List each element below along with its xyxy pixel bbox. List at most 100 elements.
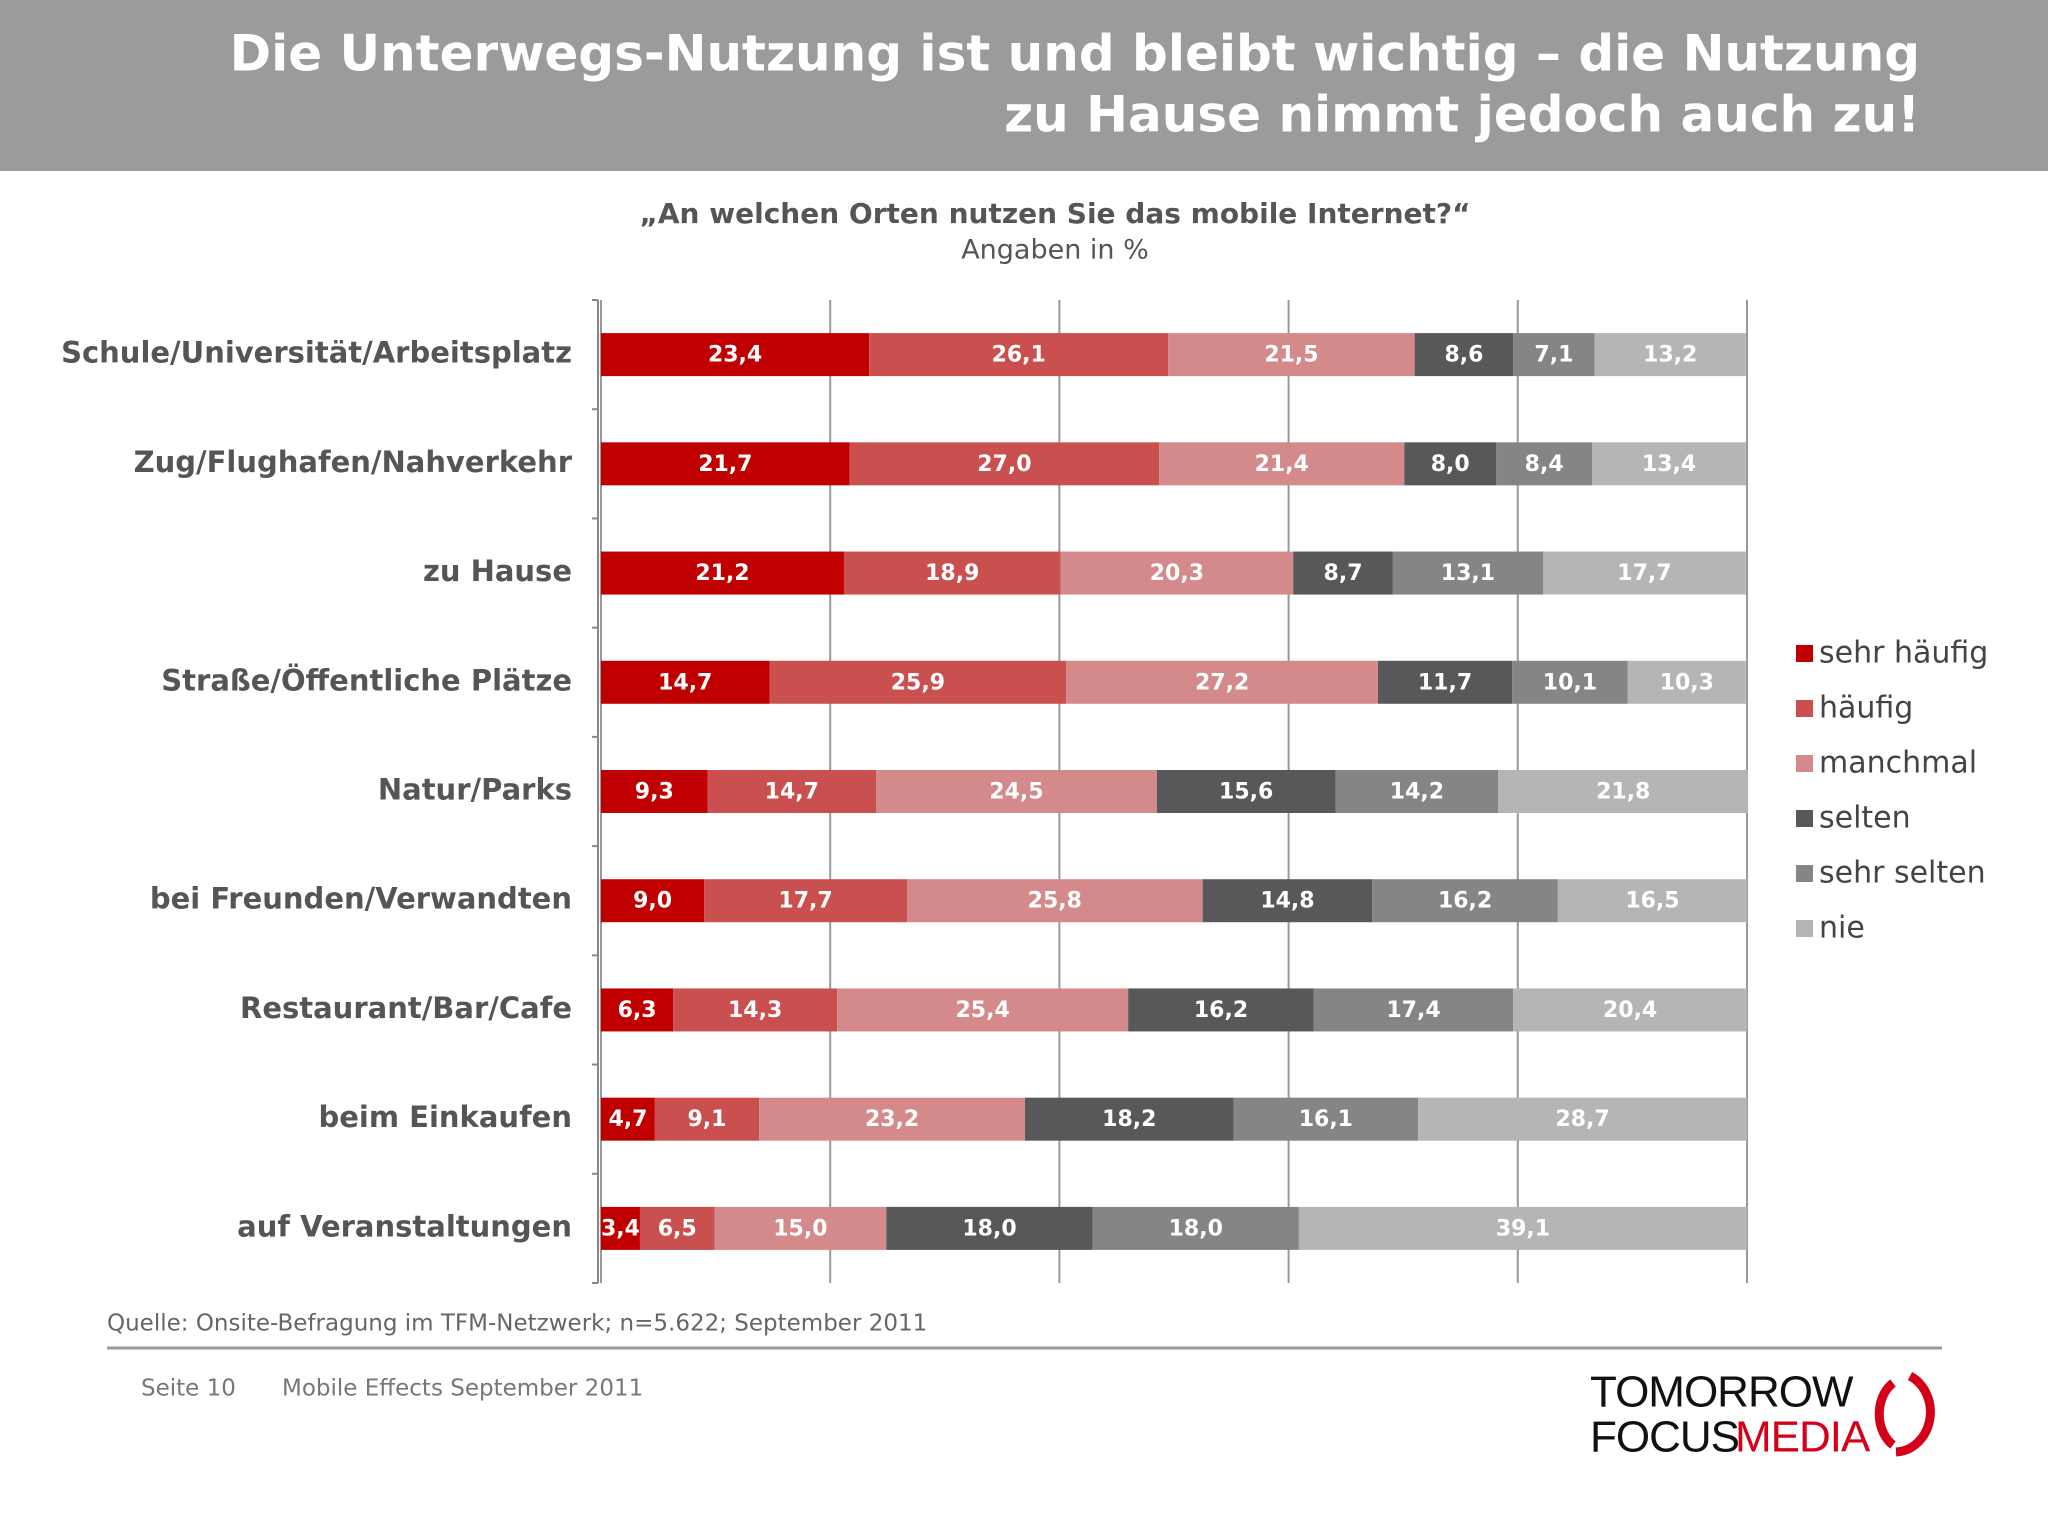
bar-segment bbox=[1627, 660, 1746, 704]
value-label: 16,1 bbox=[1299, 1107, 1353, 1132]
value-label: 24,5 bbox=[989, 780, 1043, 805]
legend-swatch bbox=[1796, 810, 1813, 827]
value-label: 18,9 bbox=[925, 561, 979, 586]
value-label: 4,7 bbox=[608, 1107, 647, 1132]
bar-segment bbox=[639, 1206, 715, 1250]
bar-segment bbox=[1404, 442, 1497, 486]
value-label: 18,0 bbox=[962, 1216, 1016, 1241]
bar-segment bbox=[654, 1097, 760, 1141]
value-label: 11,7 bbox=[1418, 670, 1472, 695]
value-label: 18,0 bbox=[1169, 1216, 1223, 1241]
value-label: 13,4 bbox=[1642, 452, 1696, 477]
bar-segment bbox=[601, 770, 708, 813]
bar-segment bbox=[1496, 442, 1593, 486]
bar-segment bbox=[843, 551, 1061, 595]
value-label: 39,1 bbox=[1496, 1216, 1550, 1241]
category-label: bei Freunden/Verwandten bbox=[150, 882, 572, 916]
bar-segment bbox=[1313, 988, 1514, 1032]
bar-segment bbox=[1414, 333, 1514, 377]
value-label: 17,7 bbox=[1617, 561, 1671, 586]
value-label: 16,2 bbox=[1194, 998, 1248, 1023]
value-label: 21,7 bbox=[698, 452, 752, 477]
bar-segment bbox=[1498, 770, 1749, 813]
value-label: 10,3 bbox=[1660, 670, 1714, 695]
value-label: 14,8 bbox=[1260, 889, 1314, 914]
chart-subtitle: Angaben in % bbox=[961, 235, 1149, 266]
bar-segment bbox=[837, 988, 1129, 1032]
bar-segment bbox=[1025, 1097, 1234, 1141]
bar-segment bbox=[1377, 660, 1513, 704]
bar-segment bbox=[1418, 1097, 1747, 1141]
bar-segment bbox=[1233, 1097, 1419, 1141]
bar-segment bbox=[601, 1097, 655, 1141]
bar-segment bbox=[1298, 1206, 1747, 1250]
bar-segment bbox=[601, 333, 870, 377]
bar-segment bbox=[1592, 442, 1746, 486]
category-label: beim Einkaufen bbox=[318, 1100, 572, 1134]
value-label: 28,7 bbox=[1555, 1107, 1609, 1132]
bar-segment bbox=[1092, 1206, 1299, 1250]
bar-segment bbox=[876, 770, 1157, 813]
value-label: 26,1 bbox=[992, 343, 1046, 368]
category-label: zu Hause bbox=[423, 554, 572, 588]
bar-segment bbox=[1513, 333, 1595, 377]
bar-segment bbox=[1159, 442, 1405, 486]
chart-title: „An welchen Orten nutzen Sie das mobile … bbox=[639, 197, 1470, 230]
value-label: 16,2 bbox=[1438, 889, 1492, 914]
bar-segment bbox=[906, 879, 1203, 923]
logo-text: FOCUS bbox=[1590, 1413, 1739, 1462]
logo-text: MEDIA bbox=[1735, 1413, 1871, 1462]
footer-label: Mobile Effects September 2011 bbox=[282, 1376, 643, 1402]
value-label: 15,6 bbox=[1219, 780, 1273, 805]
source-note: Quelle: Onsite-Befragung im TFM-Netzwerk… bbox=[107, 1311, 927, 1337]
value-label: 6,5 bbox=[658, 1216, 697, 1241]
value-label: 21,5 bbox=[1264, 343, 1318, 368]
page-title: zu Hause nimmt jedoch auch zu! bbox=[1004, 86, 1920, 144]
legend-swatch bbox=[1796, 700, 1813, 717]
bar-segment bbox=[601, 660, 770, 704]
value-label: 18,2 bbox=[1102, 1107, 1156, 1132]
value-label: 7,1 bbox=[1534, 343, 1573, 368]
bar-segment bbox=[769, 660, 1067, 704]
value-label: 15,0 bbox=[773, 1216, 827, 1241]
legend-label: häufig bbox=[1819, 691, 1913, 726]
bar-segment bbox=[707, 770, 877, 813]
category-label: Restaurant/Bar/Cafe bbox=[240, 991, 572, 1025]
bar-segment bbox=[714, 1206, 887, 1250]
legend-label: selten bbox=[1819, 801, 1911, 836]
bar-segment bbox=[1512, 660, 1628, 704]
bar-segment bbox=[601, 879, 705, 923]
value-label: 20,3 bbox=[1150, 561, 1204, 586]
logo-mark bbox=[1895, 1372, 1935, 1457]
category-label: auf Veranstaltungen bbox=[237, 1209, 572, 1243]
logo-mark bbox=[1874, 1379, 1896, 1449]
legend-swatch bbox=[1796, 920, 1813, 937]
value-label: 25,9 bbox=[891, 670, 945, 695]
bar-segment bbox=[601, 1206, 640, 1250]
value-label: 8,0 bbox=[1431, 452, 1470, 477]
category-label: Zug/Flughafen/Nahverkehr bbox=[134, 445, 573, 479]
value-label: 25,4 bbox=[955, 998, 1009, 1023]
legend-label: sehr häufig bbox=[1819, 636, 1988, 671]
bar-segment bbox=[601, 442, 850, 486]
bar-segment bbox=[1156, 770, 1336, 813]
bar-segment bbox=[1392, 551, 1544, 595]
bar-segment bbox=[601, 988, 674, 1032]
bar-segment bbox=[1202, 879, 1373, 923]
legend-label: nie bbox=[1819, 911, 1865, 946]
value-label: 21,2 bbox=[695, 561, 749, 586]
value-label: 20,4 bbox=[1603, 998, 1657, 1023]
legend-label: manchmal bbox=[1819, 746, 1977, 781]
value-label: 23,4 bbox=[708, 343, 762, 368]
value-label: 9,0 bbox=[633, 889, 672, 914]
value-label: 14,7 bbox=[765, 780, 819, 805]
value-label: 25,8 bbox=[1028, 889, 1082, 914]
value-label: 14,7 bbox=[658, 670, 712, 695]
value-label: 9,3 bbox=[635, 780, 674, 805]
value-label: 14,3 bbox=[728, 998, 782, 1023]
bar-segment bbox=[1066, 660, 1378, 704]
value-label: 8,4 bbox=[1525, 452, 1564, 477]
value-label: 16,5 bbox=[1625, 889, 1679, 914]
legend-label: sehr selten bbox=[1819, 856, 1986, 891]
bar-segment bbox=[869, 333, 1169, 377]
